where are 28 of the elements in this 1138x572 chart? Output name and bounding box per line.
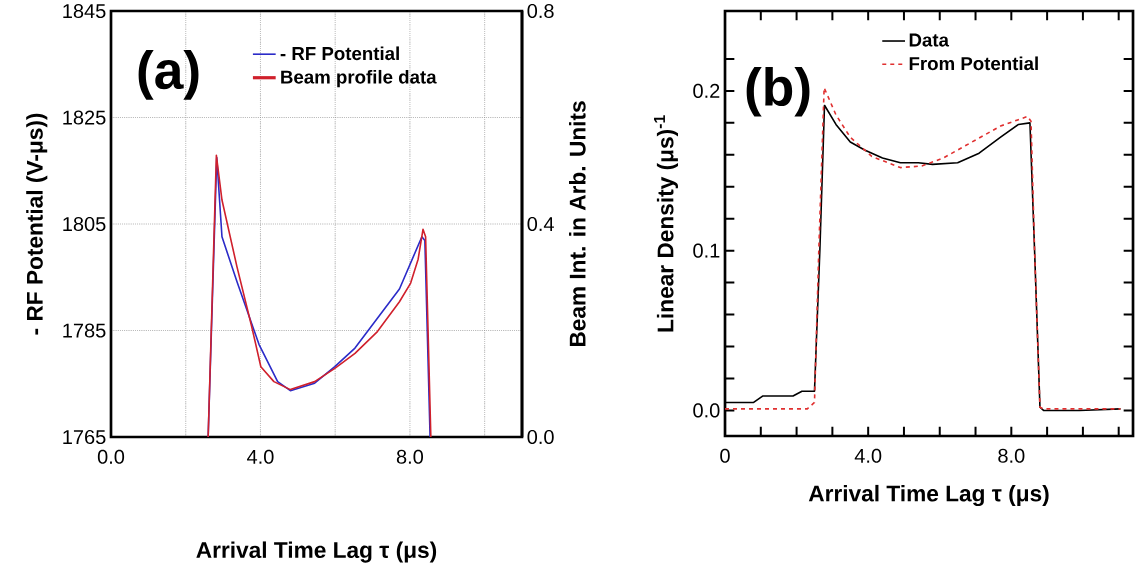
y-tick-label: 0.1 [693,243,720,258]
y-axis-title: - RF Potential (V-μs)) [26,113,48,335]
x-tick-label: 8.0 [998,448,1025,463]
y-tick-label: 1785 [63,323,106,338]
y2-axis-title: Beam Int. in Arb. Units [569,101,586,347]
legend-label: Beam profile data [281,69,437,88]
y-axis-title: Linear Density (μs)$^{-1}$ [654,115,679,332]
y-tick-label: 1765 [63,429,106,445]
y-tick-label: 0.2 [693,83,720,98]
y2-tick-label: 0.0 [527,429,554,445]
legend-label: - RF Potential [280,46,399,61]
legend-label: From Potential [909,56,1038,71]
y2-tick-label: 0.4 [527,216,554,232]
x-tick-label: 8.0 [396,449,424,464]
y-tick-label: 1805 [63,216,106,232]
y-tick-label: 0.0 [693,403,720,418]
x-axis-title: Arrival Time Lag τ (μs) [808,484,1049,507]
x-tick-label: 4.0 [247,449,274,464]
annotation: (b) [746,66,810,117]
x-tick-label: 0.0 [97,449,125,464]
x-tick-label: 4.0 [854,448,882,463]
y2-tick-label: 0.8 [527,3,554,19]
x-tick-label: 0 [720,448,730,463]
annotation: (a) [138,50,199,100]
y-tick-label: 1845 [63,3,106,19]
x-axis-title: Arrival Time Lag τ (μs) [196,541,437,563]
y-tick-label: 1825 [63,110,106,125]
legend-label: Data [909,33,950,47]
